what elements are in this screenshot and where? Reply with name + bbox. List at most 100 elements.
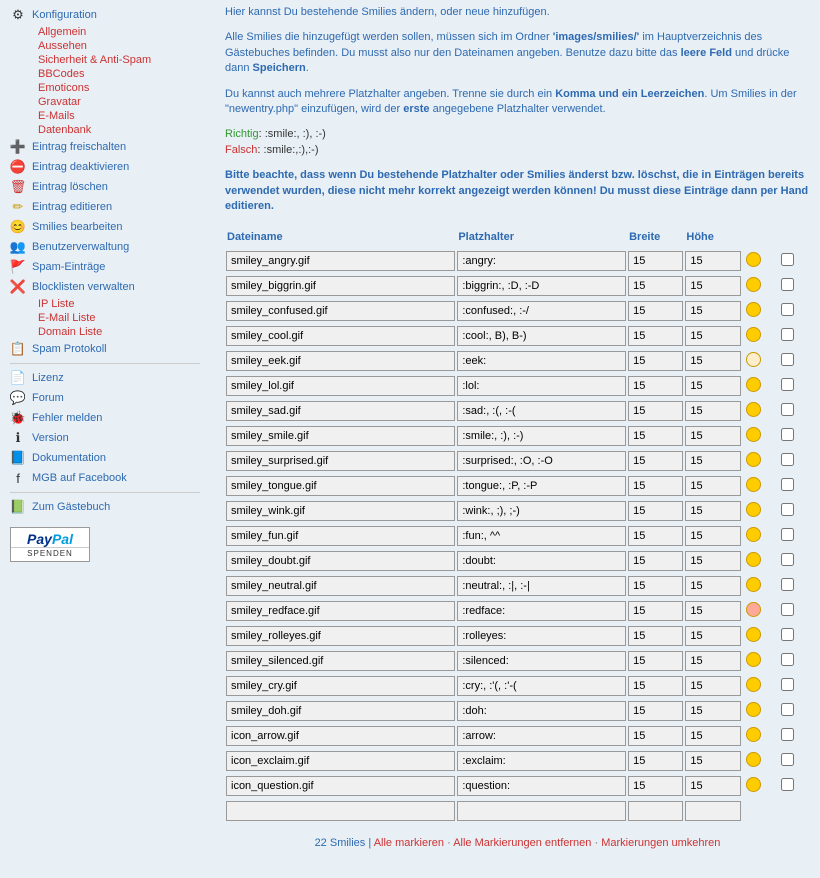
row-checkbox[interactable] [781, 403, 794, 416]
height-input[interactable] [685, 451, 740, 471]
width-input[interactable] [628, 701, 683, 721]
placeholder-input[interactable] [457, 701, 626, 721]
placeholder-input[interactable] [457, 751, 626, 771]
row-checkbox[interactable] [781, 478, 794, 491]
filename-input[interactable] [226, 551, 455, 571]
row-checkbox[interactable] [781, 703, 794, 716]
filename-input[interactable] [226, 501, 455, 521]
nav-fehler-melden[interactable]: 🐞Fehler melden [10, 408, 200, 428]
width-input[interactable] [628, 526, 683, 546]
nav-sub-sicherheit-anti-spam[interactable]: Sicherheit & Anti-Spam [38, 53, 200, 67]
nav-sub-aussehen[interactable]: Aussehen [38, 39, 200, 53]
height-input[interactable] [685, 751, 740, 771]
nav-dokumentation[interactable]: 📘Dokumentation [10, 448, 200, 468]
nav-sub-gravatar[interactable]: Gravatar [38, 95, 200, 109]
filename-input[interactable] [226, 751, 455, 771]
filename-input[interactable] [226, 326, 455, 346]
row-checkbox[interactable] [781, 303, 794, 316]
nav-label[interactable]: Dokumentation [32, 452, 106, 464]
filename-input[interactable] [226, 476, 455, 496]
width-input[interactable] [628, 601, 683, 621]
nav-blocklisten-verwalten[interactable]: ❌Blocklisten verwalten [10, 277, 200, 297]
placeholder-input[interactable] [457, 351, 626, 371]
nav-lizenz[interactable]: 📄Lizenz [10, 368, 200, 388]
height-input[interactable] [685, 701, 740, 721]
filename-input[interactable] [226, 401, 455, 421]
nav-benutzerverwaltung[interactable]: 👥Benutzerverwaltung [10, 237, 200, 257]
width-input[interactable] [628, 751, 683, 771]
placeholder-input[interactable] [457, 726, 626, 746]
width-input[interactable] [628, 301, 683, 321]
nav-label[interactable]: Version [32, 432, 69, 444]
width-input[interactable] [628, 551, 683, 571]
height-input[interactable] [685, 426, 740, 446]
width-input[interactable] [628, 801, 683, 821]
width-input[interactable] [628, 276, 683, 296]
height-input[interactable] [685, 476, 740, 496]
nav-sub-e-mail-liste[interactable]: E-Mail Liste [38, 311, 200, 325]
nav-label[interactable]: Smilies bearbeiten [32, 221, 123, 233]
row-checkbox[interactable] [781, 653, 794, 666]
placeholder-input[interactable] [457, 251, 626, 271]
filename-input[interactable] [226, 626, 455, 646]
width-input[interactable] [628, 501, 683, 521]
select-all-link[interactable]: Alle markieren [374, 837, 444, 849]
height-input[interactable] [685, 376, 740, 396]
nav-label[interactable]: Forum [32, 392, 64, 404]
width-input[interactable] [628, 626, 683, 646]
row-checkbox[interactable] [781, 778, 794, 791]
height-input[interactable] [685, 576, 740, 596]
nav-label[interactable]: Lizenz [32, 372, 64, 384]
placeholder-input[interactable] [457, 426, 626, 446]
nav-label[interactable]: Eintrag deaktivieren [32, 161, 129, 173]
nav-label[interactable]: Eintrag freischalten [32, 141, 126, 153]
row-checkbox[interactable] [781, 753, 794, 766]
row-checkbox[interactable] [781, 453, 794, 466]
nav-label[interactable]: Spam-Einträge [32, 261, 105, 273]
nav-sub-ip-liste[interactable]: IP Liste [38, 297, 200, 311]
nav-label[interactable]: MGB auf Facebook [32, 472, 127, 484]
width-input[interactable] [628, 451, 683, 471]
nav-label[interactable]: Eintrag löschen [32, 181, 108, 193]
placeholder-input[interactable] [457, 451, 626, 471]
filename-input[interactable] [226, 676, 455, 696]
width-input[interactable] [628, 576, 683, 596]
width-input[interactable] [628, 676, 683, 696]
height-input[interactable] [685, 676, 740, 696]
width-input[interactable] [628, 476, 683, 496]
height-input[interactable] [685, 651, 740, 671]
width-input[interactable] [628, 251, 683, 271]
filename-input[interactable] [226, 301, 455, 321]
deselect-all-link[interactable]: Alle Markierungen entfernen [453, 837, 591, 849]
row-checkbox[interactable] [781, 628, 794, 641]
filename-input[interactable] [226, 801, 455, 821]
row-checkbox[interactable] [781, 328, 794, 341]
row-checkbox[interactable] [781, 578, 794, 591]
placeholder-input[interactable] [457, 501, 626, 521]
height-input[interactable] [685, 301, 740, 321]
paypal-donate-button[interactable]: PayPal SPENDEN [10, 527, 90, 562]
height-input[interactable] [685, 601, 740, 621]
placeholder-input[interactable] [457, 776, 626, 796]
height-input[interactable] [685, 626, 740, 646]
height-input[interactable] [685, 276, 740, 296]
placeholder-input[interactable] [457, 626, 626, 646]
height-input[interactable] [685, 351, 740, 371]
row-checkbox[interactable] [781, 728, 794, 741]
placeholder-input[interactable] [457, 276, 626, 296]
height-input[interactable] [685, 251, 740, 271]
placeholder-input[interactable] [457, 651, 626, 671]
row-checkbox[interactable] [781, 503, 794, 516]
nav-forum[interactable]: 💬Forum [10, 388, 200, 408]
nav-sub-allgemein[interactable]: Allgemein [38, 25, 200, 39]
nav-sub-e-mails[interactable]: E-Mails [38, 109, 200, 123]
filename-input[interactable] [226, 601, 455, 621]
width-input[interactable] [628, 426, 683, 446]
nav-eintrag-editieren[interactable]: ✏Eintrag editieren [10, 197, 200, 217]
nav-sub-datenbank[interactable]: Datenbank [38, 123, 200, 137]
row-checkbox[interactable] [781, 353, 794, 366]
nav-label[interactable]: Spam Protokoll [32, 343, 107, 355]
nav-sub-emoticons[interactable]: Emoticons [38, 81, 200, 95]
nav-label[interactable]: Fehler melden [32, 412, 102, 424]
filename-input[interactable] [226, 776, 455, 796]
